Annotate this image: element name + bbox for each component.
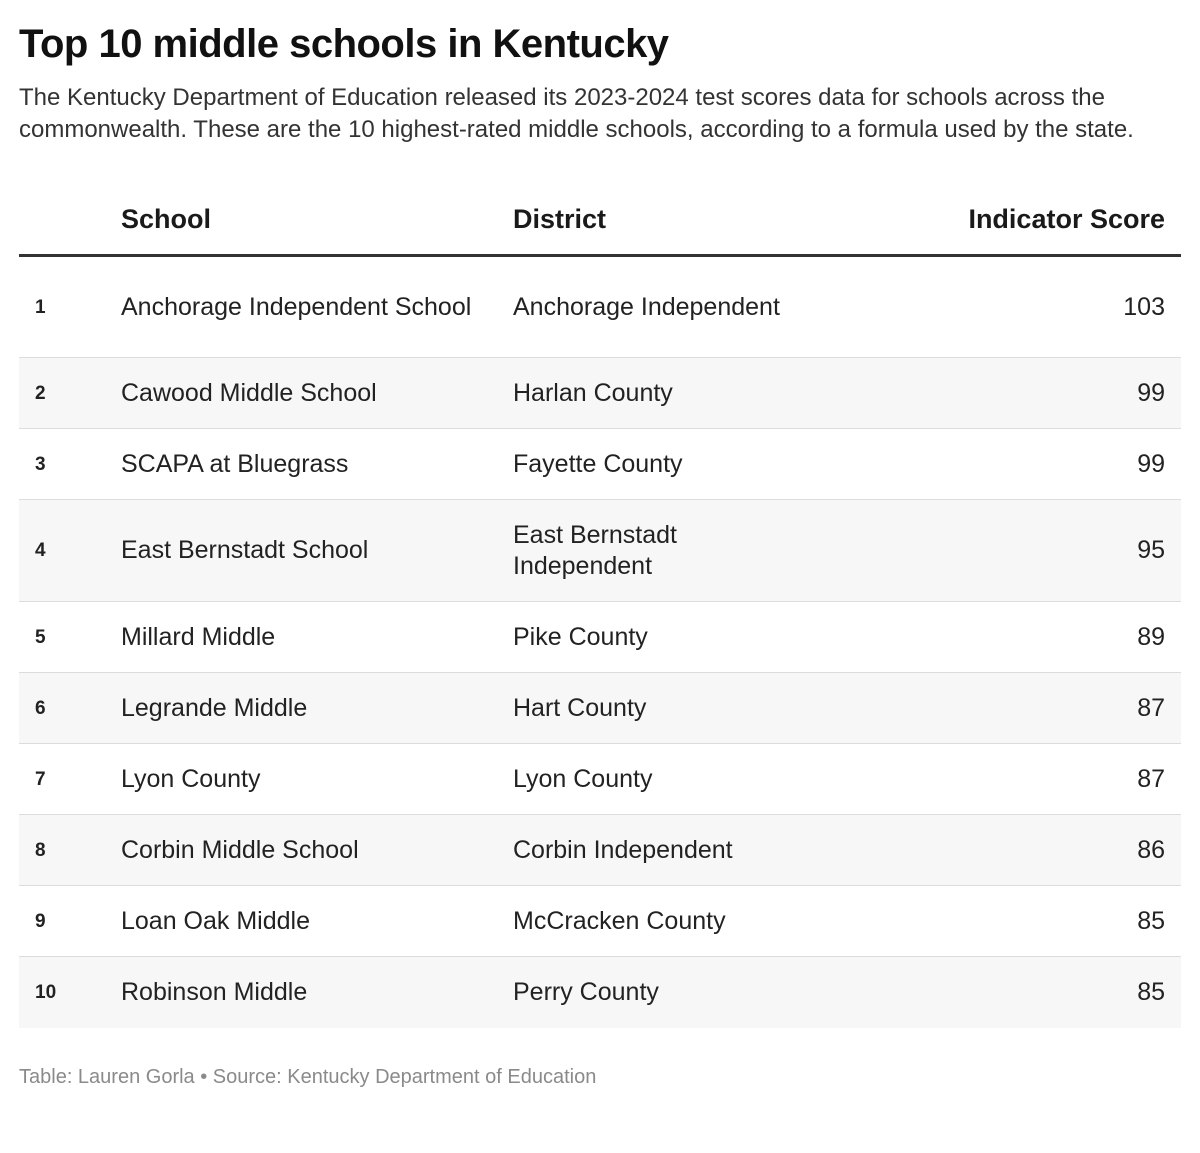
chart-title: Top 10 middle schools in Kentucky	[19, 22, 669, 66]
header-rank	[19, 184, 121, 257]
score-cell: 85	[813, 885, 1181, 957]
rank-cell: 3	[19, 428, 121, 500]
table-row: 10 Robinson Middle Perry County 85	[19, 956, 1181, 1028]
score-cell: 99	[813, 357, 1181, 429]
table-row: 5 Millard Middle Pike County 89	[19, 601, 1181, 673]
school-cell: Cawood Middle School	[121, 357, 513, 429]
table-row: 2 Cawood Middle School Harlan County 99	[19, 357, 1181, 429]
school-cell: SCAPA at Bluegrass	[121, 428, 513, 500]
score-cell: 87	[813, 672, 1181, 744]
school-cell: Legrande Middle	[121, 672, 513, 744]
header-indicator-score: Indicator Score	[813, 184, 1181, 257]
table-row: 1 Anchorage Independent School Anchorage I…	[19, 255, 1181, 358]
table-row: 9 Loan Oak Middle McCracken County 85	[19, 885, 1181, 957]
table-row: 4 East Bernstadt School East Bernstadt Ind…	[19, 499, 1181, 602]
table-row: 6 Legrande Middle Hart County 87	[19, 672, 1181, 744]
rank-cell: 9	[19, 885, 121, 957]
rank-cell: 6	[19, 672, 121, 744]
score-cell: 89	[813, 601, 1181, 673]
district-cell: Fayette County	[513, 428, 813, 500]
rank-cell: 1	[19, 255, 121, 358]
chart-subtitle: The Kentucky Department of Education rel…	[19, 84, 1134, 143]
table-body: 1 Anchorage Independent School Anchorage I…	[19, 255, 1181, 1028]
school-cell: Anchorage Independent School	[121, 255, 513, 358]
school-cell: Lyon County	[121, 743, 513, 815]
score-cell: 87	[813, 743, 1181, 815]
rank-cell: 4	[19, 499, 121, 602]
table-row: 3 SCAPA at Bluegrass Fayette County 99	[19, 428, 1181, 500]
district-cell: East Bernstadt Independent	[513, 499, 813, 602]
district-cell: Corbin Independent	[513, 814, 813, 886]
district-cell: Hart County	[513, 672, 813, 744]
table-footer-credit: Table: Lauren Gorla • Source: Kentucky D…	[19, 1065, 597, 1088]
schools-table: School District Indicator Score 1 Anchora…	[19, 184, 1181, 1028]
score-cell: 85	[1137, 977, 1165, 1006]
table-header-row: School District Indicator Score	[19, 184, 1181, 257]
header-district: District	[513, 184, 813, 257]
chart-container: Top 10 middle schools in Kentucky The Ke…	[19, 0, 1181, 1089]
school-cell: East Bernstadt School	[121, 499, 513, 602]
rank-cell: 2	[19, 357, 121, 429]
score-cell: 95	[813, 499, 1181, 602]
rank-cell: 5	[19, 601, 121, 673]
district-cell: Perry County	[513, 977, 659, 1006]
header-school: School	[121, 184, 513, 257]
rank-cell: 10	[35, 981, 57, 1003]
table-row: 8 Corbin Middle School Corbin Independent 8…	[19, 814, 1181, 886]
score-cell: 86	[813, 814, 1181, 886]
school-cell: Loan Oak Middle	[121, 885, 513, 957]
district-cell: Harlan County	[513, 357, 813, 429]
district-cell: Anchorage Independent	[513, 255, 813, 358]
school-cell: Corbin Middle School	[121, 814, 513, 886]
table-row: 7 Lyon County Lyon County 87	[19, 743, 1181, 815]
district-cell: Pike County	[513, 601, 813, 673]
score-cell: 103	[813, 255, 1181, 358]
district-cell: Lyon County	[513, 743, 813, 815]
score-cell: 99	[813, 428, 1181, 500]
rank-cell: 8	[19, 814, 121, 886]
district-cell: McCracken County	[513, 885, 813, 957]
school-cell: Robinson Middle	[121, 977, 308, 1006]
rank-cell: 7	[19, 743, 121, 815]
school-cell: Millard Middle	[121, 601, 513, 673]
